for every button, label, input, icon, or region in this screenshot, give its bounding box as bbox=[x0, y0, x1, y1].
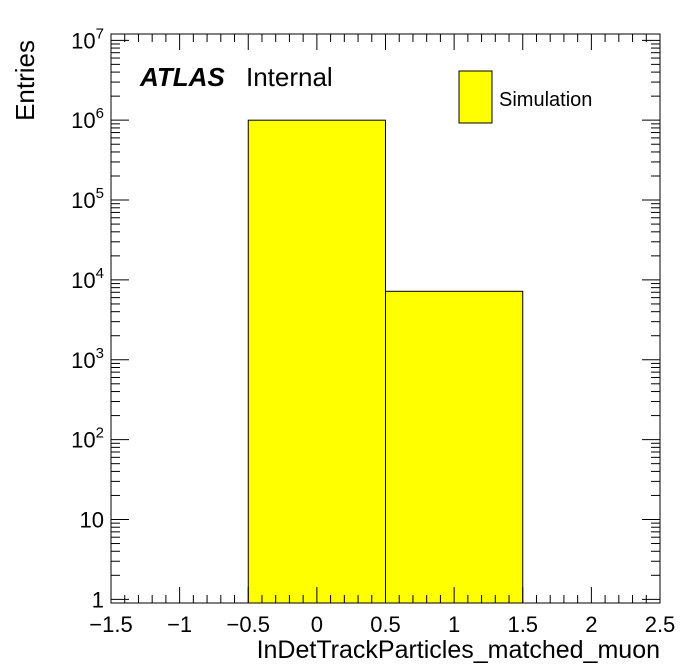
y-tick-label: 104 bbox=[71, 265, 104, 293]
atlas-label-bold: ATLAS bbox=[139, 62, 225, 92]
y-axis-ticks bbox=[111, 39, 660, 600]
x-axis-label: InDetTrackParticles_matched_muon bbox=[257, 636, 660, 664]
x-tick-label: −1 bbox=[167, 612, 192, 637]
x-tick-label: 0.5 bbox=[370, 612, 401, 637]
x-tick-label: 1.5 bbox=[507, 612, 538, 637]
y-axis-tick-labels: 1 10 102 103 104 105 106 107 bbox=[71, 25, 104, 612]
y-tick-label: 102 bbox=[71, 425, 104, 453]
y-tick-label: 107 bbox=[71, 25, 104, 53]
y-tick-label: 106 bbox=[71, 105, 104, 133]
y-axis-label: Entries bbox=[10, 40, 40, 121]
x-tick-label: 1 bbox=[448, 612, 460, 637]
x-tick-label: 2 bbox=[585, 612, 597, 637]
y-tick-label: 1 bbox=[92, 587, 104, 612]
histogram-bar bbox=[385, 290, 524, 604]
atlas-label-normal: Internal bbox=[246, 62, 333, 92]
y-tick-label: 105 bbox=[71, 185, 104, 213]
x-tick-label: −0.5 bbox=[227, 612, 270, 637]
atlas-label: ATLAS Internal bbox=[139, 62, 333, 92]
x-tick-label: 2.5 bbox=[645, 612, 676, 637]
x-axis-tick-labels: −1.5 −1 −0.5 0 0.5 1 1.5 2 2.5 bbox=[89, 612, 675, 637]
histogram-bars bbox=[247, 119, 524, 604]
y-tick-label: 10 bbox=[80, 507, 104, 532]
legend-swatch bbox=[458, 70, 493, 124]
x-tick-label: 0 bbox=[311, 612, 323, 637]
x-tick-label: −1.5 bbox=[89, 612, 132, 637]
legend-entry-label: Simulation bbox=[499, 89, 592, 111]
histogram-bar bbox=[247, 119, 386, 604]
y-tick-label: 103 bbox=[71, 345, 104, 373]
